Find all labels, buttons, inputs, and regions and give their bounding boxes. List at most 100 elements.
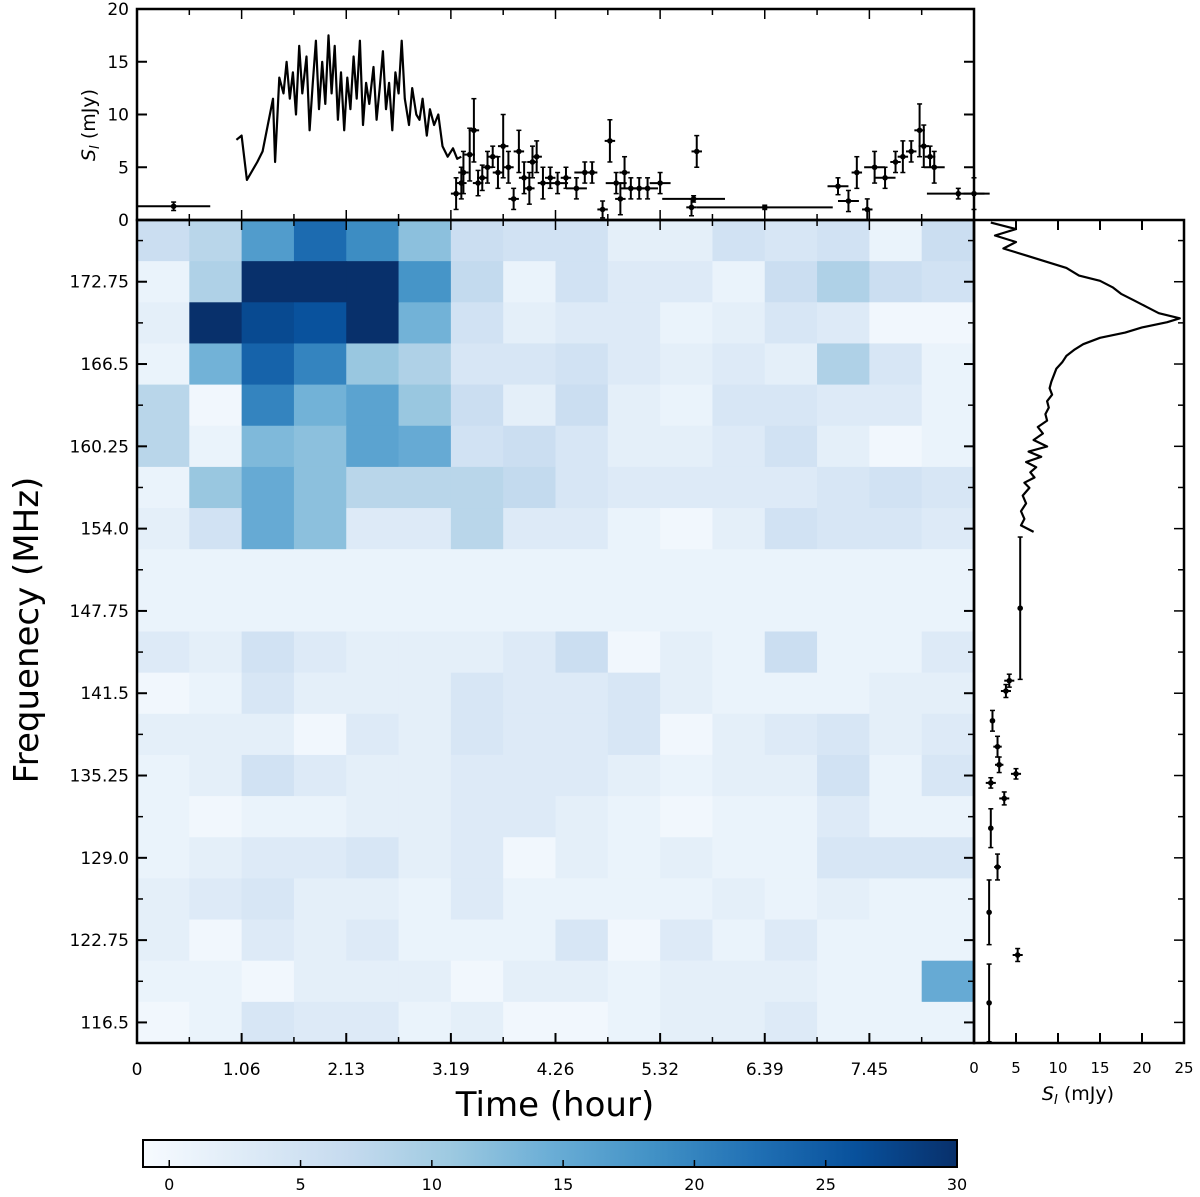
heatmap-cell	[503, 919, 557, 962]
heatmap-cell	[241, 425, 295, 468]
top-errorbar-point	[477, 164, 488, 192]
heatmap-cell	[450, 261, 504, 303]
heatmap-cell	[607, 754, 661, 797]
heatmap-cell	[607, 261, 661, 303]
heatmap-cell	[346, 466, 400, 509]
colorbar-tick-label: 30	[947, 1175, 967, 1194]
x-tick-label: 5.32	[641, 1060, 679, 1080]
heatmap-cell	[346, 878, 400, 921]
heatmap-cell	[503, 508, 557, 550]
heatmap-cell	[817, 261, 870, 303]
right-panel-x-label: SI (mJy)	[1042, 1083, 1114, 1108]
heatmap-cell	[503, 261, 557, 303]
heatmap-cell	[293, 425, 347, 468]
heatmap-cell	[555, 590, 609, 633]
heatmap-cell	[137, 466, 190, 509]
top-errorbar-point	[686, 198, 697, 217]
x-tick-label: 4.26	[537, 1060, 575, 1080]
heatmap-cell	[607, 590, 661, 633]
heatmap-cell	[921, 960, 975, 1003]
heatmap-cell	[869, 220, 923, 262]
heatmap-cell	[398, 1001, 452, 1044]
heatmap-cell	[293, 220, 347, 262]
heatmap-cell	[817, 343, 870, 386]
heatmap-cell	[660, 754, 714, 797]
heatmap-cell	[555, 878, 609, 921]
heatmap-cell	[189, 1001, 243, 1044]
heatmap-cell	[503, 343, 557, 386]
heatmap-cell	[398, 837, 452, 879]
heatmap-cell	[660, 919, 714, 962]
heatmap-cell	[241, 796, 295, 838]
right-errorbar-point	[995, 756, 1004, 774]
right-errorbar-point	[999, 791, 1010, 806]
heatmap-cell	[817, 919, 870, 962]
y-axis-label: Frequenecy (MHz)	[7, 477, 47, 784]
heatmap-cell	[503, 754, 557, 797]
heatmap-cell	[869, 960, 923, 1003]
heatmap-cell	[764, 960, 818, 1003]
heatmap-cell	[869, 1001, 923, 1044]
heatmap-cell	[921, 466, 975, 509]
heatmap-cell	[660, 302, 714, 345]
heatmap-cell	[189, 261, 243, 303]
heatmap-cell	[137, 220, 190, 262]
colorbar-tick-label: 15	[553, 1175, 573, 1194]
heatmap-cell	[607, 878, 661, 921]
heatmap-cell	[450, 796, 504, 838]
heatmap-cell	[241, 672, 295, 715]
heatmap-cell	[137, 384, 190, 427]
heatmap-cell	[450, 713, 504, 756]
heatmap-cell	[712, 878, 766, 921]
heatmap-cell	[607, 672, 661, 715]
heatmap-cell	[869, 672, 923, 715]
heatmap-cell	[712, 754, 766, 797]
x-tick-label: 0	[132, 1060, 143, 1080]
top-errorbar-point	[464, 127, 475, 182]
heatmap-cell	[346, 1001, 400, 1044]
heatmap-cell	[869, 837, 923, 879]
heatmap-cell	[817, 754, 870, 797]
heatmap-cell	[450, 878, 504, 921]
heatmap-cell	[450, 466, 504, 509]
top-errorbar-point	[649, 171, 671, 195]
top-errorbar-point	[513, 129, 525, 174]
heatmap-cell	[189, 960, 243, 1003]
right-errorbar-point	[1012, 947, 1023, 963]
heatmap-cell	[398, 302, 452, 345]
heatmap-cell	[137, 878, 190, 921]
right-panel-plot	[985, 221, 1181, 1043]
heatmap-cell	[189, 631, 243, 674]
heatmap-cell	[607, 343, 661, 386]
heatmap-cell	[189, 754, 243, 797]
top-errorbar-point	[837, 189, 859, 213]
heatmap-cell	[346, 631, 400, 674]
heatmap-cell	[555, 549, 609, 591]
heatmap-cell	[660, 713, 714, 756]
heatmap-cell	[555, 425, 609, 468]
top-errorbar-point	[472, 169, 484, 197]
heatmap-cell	[660, 508, 714, 550]
heatmap-cell	[660, 261, 714, 303]
heatmap-cell	[293, 672, 347, 715]
heatmap-cell	[189, 425, 243, 468]
y-tick-label: 141.5	[80, 684, 129, 704]
heatmap-cell	[555, 261, 609, 303]
heatmap-cell	[817, 837, 870, 879]
heatmap-cell	[346, 549, 400, 591]
heatmap-cell	[241, 919, 295, 962]
heatmap-cell	[817, 302, 870, 345]
right-errorbar-point	[1004, 673, 1015, 688]
heatmap-cell	[817, 425, 870, 468]
right-errorbar-point	[993, 735, 1002, 758]
x-tick-label: 7.45	[850, 1060, 888, 1080]
heatmap-cell	[607, 508, 661, 550]
right-errorbar-point	[986, 963, 992, 1043]
heatmap-cell	[555, 466, 609, 509]
heatmap-cell	[817, 508, 870, 550]
heatmap-y-ticks: 172.75 166.5 160.25 154.0 147.75 141.5 135.25 1…	[70, 239, 974, 1033]
heatmap-cell	[398, 796, 452, 838]
heatmap-cell	[293, 302, 347, 345]
heatmap-cell	[869, 425, 923, 468]
